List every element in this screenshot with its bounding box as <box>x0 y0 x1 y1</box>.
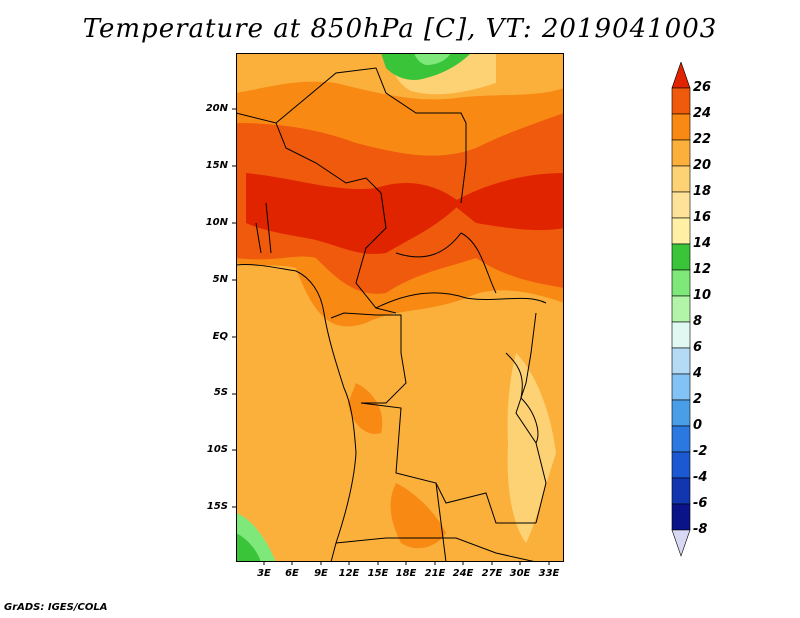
colorbar-swatch <box>671 503 691 531</box>
map-title: Temperature at 850hPa [C], VT: 201904100… <box>82 14 718 44</box>
border-north-2 <box>275 122 382 194</box>
colorbar-label-12: 12 <box>693 262 712 277</box>
border-drc-north <box>375 292 547 309</box>
field-south-warm <box>390 483 446 549</box>
colorbar-swatch <box>671 477 691 505</box>
border-lake-east <box>505 352 539 444</box>
lon-label-21e: 21E <box>424 568 446 579</box>
border-north-1 <box>236 67 467 204</box>
field-north-green-light <box>414 53 451 65</box>
colorbar-label-20: 20 <box>693 158 712 173</box>
lon-ticks <box>263 561 550 565</box>
colorbar-label-16: 16 <box>693 210 712 225</box>
lon-label-6e: 6E <box>285 568 299 579</box>
border-central <box>355 192 397 314</box>
colorbar-swatch <box>671 87 691 115</box>
colorbar-label-18: 18 <box>693 184 712 199</box>
colorbar-swatch <box>671 321 691 349</box>
lat-label-eq: EQ <box>212 331 228 342</box>
border-drc-south <box>360 402 536 524</box>
colorbar-swatch <box>671 451 691 479</box>
colorbar-label-10: 10 <box>693 288 712 303</box>
lat-label-10n: 10N <box>205 217 228 228</box>
lon-label-30e: 30E <box>509 568 531 579</box>
colorbar-swatch <box>671 425 691 453</box>
lat-label-5s: 5S <box>213 387 228 398</box>
colorbar-label-neg6: -6 <box>693 496 708 511</box>
colorbar-label-0: 0 <box>693 418 703 433</box>
lon-label-24e: 24E <box>452 568 474 579</box>
lat-label-5n: 5N <box>212 274 228 285</box>
lat-label-20n: 20N <box>205 103 228 114</box>
colorbar-swatch <box>671 373 691 401</box>
lat-ticks <box>232 108 236 508</box>
colorbar-swatch <box>671 165 691 193</box>
colorbar-swatch <box>671 113 691 141</box>
field-sw-green-dark <box>236 533 261 562</box>
colorbar-label-22: 22 <box>693 132 712 147</box>
colorbar-label-neg2: -2 <box>693 444 708 459</box>
colorbar-swatch <box>671 191 691 219</box>
lat-label-15n: 15N <box>205 160 228 171</box>
colorbar-label-neg8: -8 <box>693 522 708 537</box>
colorbar-label-26: 26 <box>693 80 712 95</box>
colorbar-swatch <box>671 399 691 427</box>
lon-label-18e: 18E <box>395 568 417 579</box>
colorbar-label-14: 14 <box>693 236 712 251</box>
border-car <box>395 232 497 294</box>
colorbar-label-24: 24 <box>693 106 712 121</box>
field-north-green <box>381 53 471 80</box>
field-core-east <box>451 173 564 231</box>
colorbar-swatch <box>671 243 691 271</box>
coastline-west <box>236 264 357 562</box>
lat-label-15s: 15S <box>206 501 228 512</box>
colorbar-label-6: 6 <box>693 340 703 355</box>
border-east <box>515 312 547 524</box>
colorbar-label-8: 8 <box>693 314 703 329</box>
lat-label-10s: 10S <box>206 444 228 455</box>
colorbar-label-4: 4 <box>693 366 703 381</box>
border-south-1 <box>335 537 537 562</box>
border-west-inland <box>255 202 272 254</box>
colorbar-top-arrow <box>671 62 691 89</box>
lon-label-9e: 9E <box>314 568 328 579</box>
lon-label-12e: 12E <box>338 568 360 579</box>
border-south-2 <box>435 482 447 562</box>
lon-label-27e: 27E <box>481 568 503 579</box>
colorbar-swatch <box>671 217 691 245</box>
colorbar-bottom-arrow <box>671 529 691 557</box>
colorbar-swatch <box>671 269 691 297</box>
colorbar-label-2: 2 <box>693 392 703 407</box>
colorbar-swatch <box>671 295 691 323</box>
field-south-warm-2 <box>348 383 383 434</box>
map-frame-border <box>236 53 564 562</box>
colorbar <box>671 62 691 557</box>
lon-label-3e: 3E <box>257 568 271 579</box>
lon-label-33e: 33E <box>538 568 560 579</box>
colorbar-swatch <box>671 139 691 167</box>
grads-credit: GrADS: IGES/COLA <box>4 602 108 613</box>
border-drc-west <box>330 312 407 404</box>
colorbar-swatch <box>671 347 691 375</box>
temperature-map <box>236 53 564 562</box>
field-core <box>246 173 461 255</box>
lon-label-15e: 15E <box>367 568 389 579</box>
colorbar-label-neg4: -4 <box>693 470 708 485</box>
